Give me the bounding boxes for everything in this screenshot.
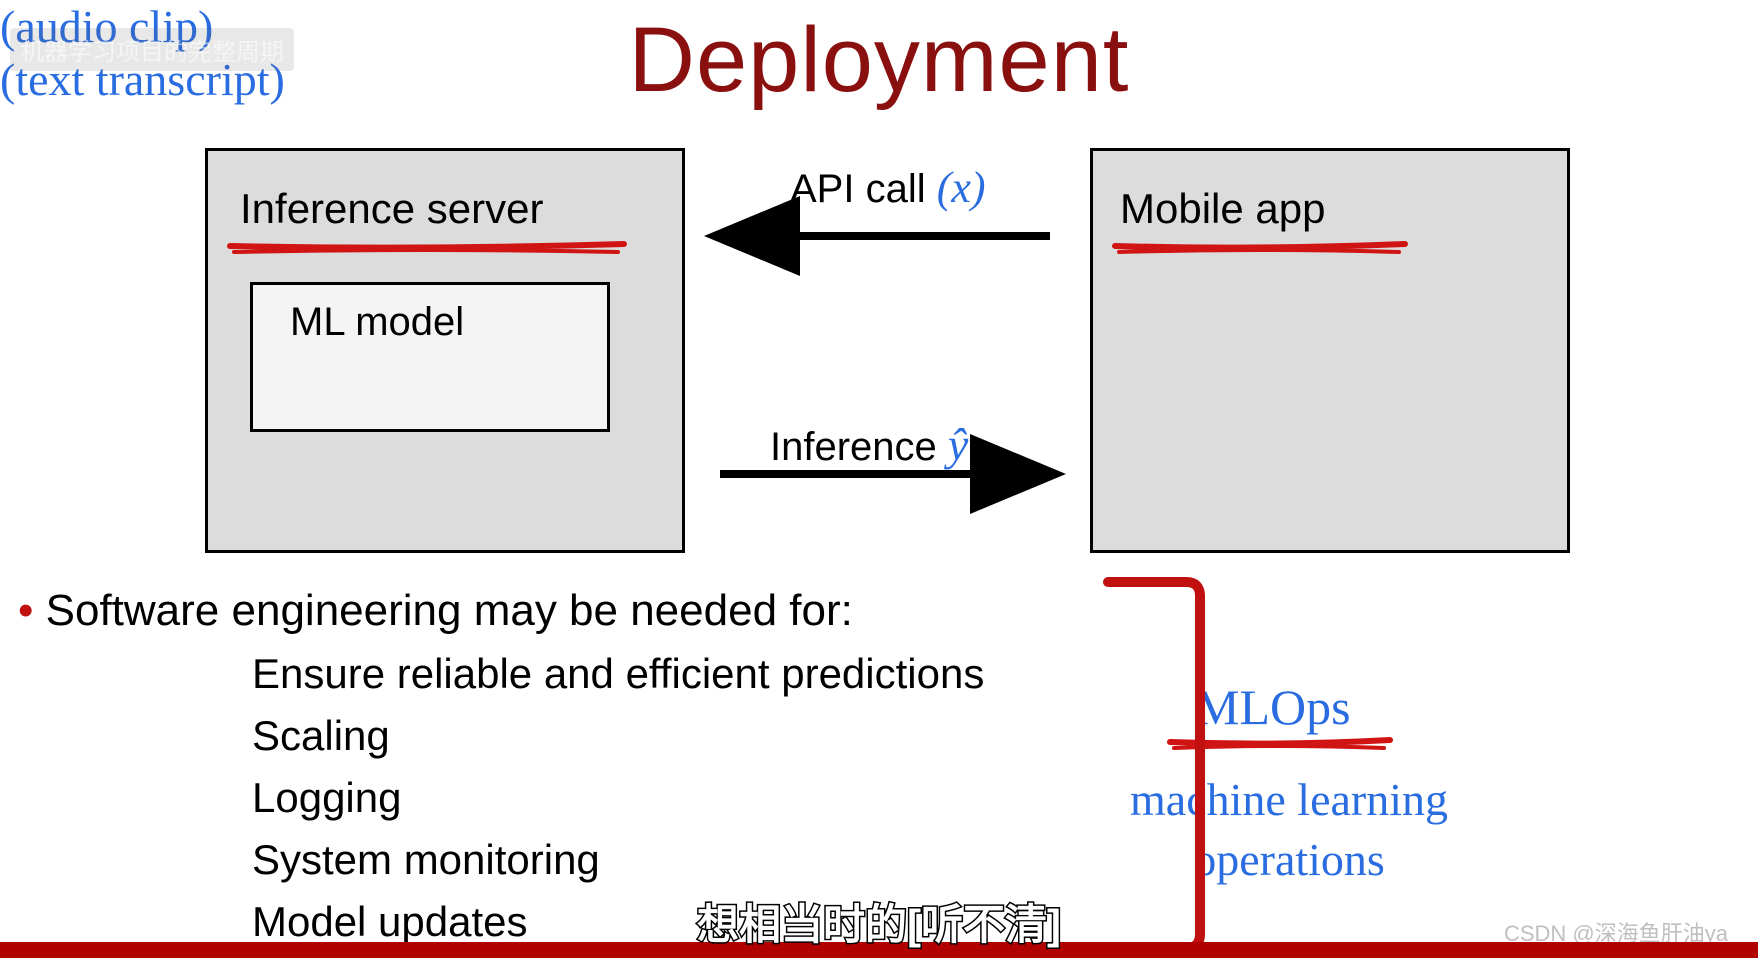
bullets-heading: • Software engineering may be needed for… (18, 586, 853, 636)
watermark-top-left: 机器学习项目的完整周期 (10, 28, 294, 71)
mlops-label: MLOps (1195, 678, 1351, 736)
inference-text: Inference (770, 425, 937, 469)
bullet-item: Logging (252, 774, 401, 822)
api-call-x: (x) (937, 163, 986, 212)
bullet-item: System monitoring (252, 836, 600, 884)
bullets-heading-text: Software engineering may be needed for: (46, 586, 853, 635)
inference-server-label: Inference server (240, 185, 543, 233)
api-call-text: API call (790, 167, 926, 211)
bullet-item: Scaling (252, 712, 390, 760)
bullet-item: Model updates (252, 898, 528, 946)
mlops-line1: machine learning (1130, 774, 1448, 825)
ml-model-label: ML model (290, 300, 464, 345)
api-call-label: API call (x) (790, 162, 986, 213)
bullet-item: Ensure reliable and efficient prediction… (252, 650, 984, 698)
inference-label: Inference ŷ (770, 418, 968, 471)
mobile-app-label: Mobile app (1120, 185, 1325, 233)
inference-y: ŷ (948, 419, 968, 470)
subtitle-text: 想相当时的[听不清] (697, 891, 1061, 952)
mlops-expansion: machine learning operations (1130, 770, 1448, 890)
mlops-line2: operations (1193, 834, 1385, 885)
